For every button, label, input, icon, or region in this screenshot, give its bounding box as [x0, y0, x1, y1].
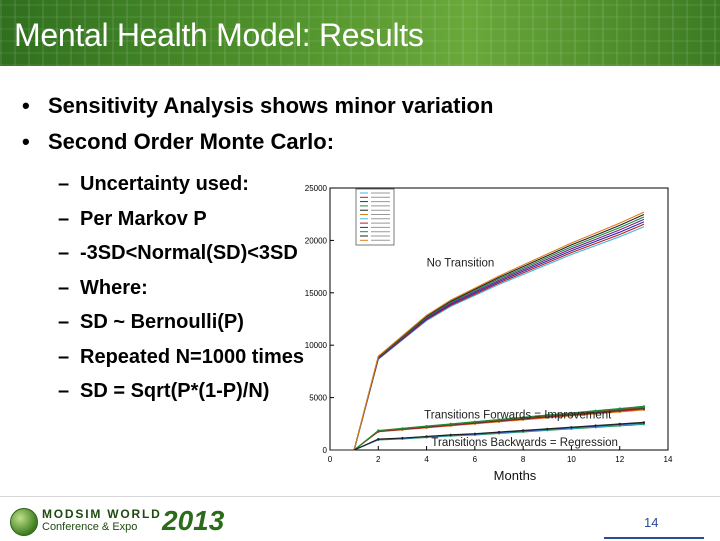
- dash-marker: –: [58, 311, 70, 333]
- bullet-marker: •: [22, 129, 30, 154]
- series-point: [618, 407, 621, 410]
- page-number-underline: [604, 537, 704, 539]
- y-tick-label: 5000: [309, 394, 327, 403]
- bullet-text: Second Order Monte Carlo:: [48, 129, 335, 154]
- x-tick-label: 10: [567, 455, 576, 464]
- sub-bullet-text: SD ~ Bernoulli(P): [80, 311, 244, 333]
- bullet-text: Sensitivity Analysis shows minor variati…: [48, 93, 494, 118]
- series-point: [642, 421, 645, 424]
- title-bar: Mental Health Model: Results: [0, 0, 720, 66]
- sub-bullet-item: – Per Markov P: [58, 205, 304, 240]
- series-point: [546, 414, 549, 417]
- x-tick-label: 8: [521, 455, 526, 464]
- series-point: [497, 418, 501, 421]
- series-point: [401, 436, 404, 440]
- header-pattern: [0, 0, 720, 66]
- series-point: [642, 405, 645, 408]
- series-point: [425, 435, 428, 438]
- sub-bullet-list: – Uncertainty used: – Per Markov P – -3SD<N…: [58, 170, 304, 412]
- x-tick-label: 4: [424, 455, 429, 464]
- chart-annotation: Transitions Forwards = Improvement: [424, 410, 612, 422]
- x-tick-label: 0: [328, 455, 333, 464]
- series-point: [473, 432, 476, 435]
- series-point: [449, 422, 452, 425]
- sub-bullet-text: Per Markov P: [80, 207, 207, 230]
- sub-bullet-item: – SD = Sqrt(P*(1-P)/N): [58, 377, 304, 412]
- sub-bullet-text: Repeated N=1000 times: [80, 345, 305, 368]
- monte-carlo-line-chart: 0 2 4 6 8 10 12 14 0 5000 10000 15000 20000 25000 No T…: [305, 184, 673, 483]
- y-tick-label: 25000: [305, 184, 328, 193]
- y-tick-label: 15000: [305, 289, 328, 298]
- x-axis-label: Months: [494, 468, 537, 483]
- sub-bullet-text: SD = Sqrt(P*(1-P)/N): [80, 380, 270, 402]
- series-point: [425, 425, 428, 428]
- series-point: [377, 438, 380, 441]
- series-point: [546, 427, 549, 430]
- series-point: [522, 416, 525, 419]
- y-tick-label: 10000: [305, 341, 328, 350]
- series-point: [570, 426, 573, 429]
- x-tick-label: 12: [615, 455, 624, 464]
- sub-bullet-text: -3SD<Normal(SD)<3SD: [80, 242, 298, 264]
- series-point: [473, 420, 476, 423]
- sub-bullet-item: – -3SD<Normal(SD)<3SD: [58, 239, 304, 274]
- logo-year: 2013: [162, 505, 225, 536]
- bullet-list: • Sensitivity Analysis shows minor variat…: [22, 92, 493, 164]
- series-line: [330, 421, 644, 451]
- bullet-item: • Sensitivity Analysis shows minor variat…: [22, 92, 493, 128]
- x-tick-label: 6: [473, 455, 478, 464]
- dash-marker: –: [58, 276, 70, 299]
- page-number: 14: [644, 515, 659, 530]
- series-line: [330, 211, 645, 451]
- dash-marker: –: [58, 380, 70, 402]
- sub-bullet-text: Where:: [80, 276, 148, 299]
- x-tick-label: 2: [376, 455, 381, 464]
- globe-icon: [10, 508, 38, 536]
- sub-bullet-item: – Uncertainty used:: [58, 170, 304, 205]
- series-point: [594, 409, 597, 412]
- y-tick-label: 20000: [305, 236, 328, 245]
- chart-annotation: Transitions Backwards = Regression: [431, 437, 618, 449]
- x-tick-label: 14: [664, 455, 673, 464]
- series-point: [449, 433, 452, 436]
- series-point: [401, 427, 404, 430]
- footer: MODSIM WORLD Conference & Expo 2013 14: [0, 496, 720, 541]
- bullet-marker: •: [22, 93, 30, 118]
- logo-line2: Conference & Expo: [42, 521, 138, 533]
- sub-bullet-item: – Repeated N=1000 times: [58, 343, 304, 378]
- series-point: [594, 424, 597, 427]
- series-line: [330, 405, 644, 451]
- sub-bullet-text: Uncertainty used:: [80, 173, 249, 195]
- sub-bullet-item: – SD ~ Bernoulli(P): [58, 308, 304, 343]
- modsim-logo: MODSIM WORLD Conference & Expo 2013: [10, 505, 232, 537]
- plot-frame: [329, 187, 669, 451]
- series-point: [618, 422, 621, 425]
- slide-title: Mental Health Model: Results: [14, 17, 424, 53]
- series-point: [570, 411, 573, 414]
- dash-marker: –: [58, 242, 70, 264]
- chart-annotation: No Transition: [427, 258, 495, 270]
- y-tick-label: 0: [323, 446, 328, 455]
- dash-marker: –: [58, 173, 70, 195]
- series-point: [377, 429, 380, 432]
- sub-bullet-item: – Where:: [58, 274, 304, 309]
- series-point: [522, 429, 525, 432]
- series-point: [497, 430, 501, 434]
- dash-marker: –: [58, 207, 70, 230]
- logo-line1: MODSIM WORLD: [42, 507, 162, 521]
- dash-marker: –: [58, 345, 70, 368]
- bullet-item: • Second Order Monte Carlo:: [22, 128, 493, 164]
